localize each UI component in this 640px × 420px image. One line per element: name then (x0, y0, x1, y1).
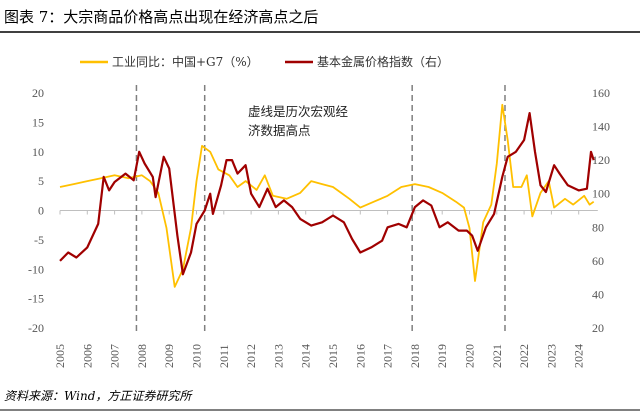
y-right-tick-label: 100 (592, 187, 610, 201)
x-tick-label: 2021 (490, 344, 504, 368)
annotation-line-1: 虚线是历次宏观经 (248, 104, 349, 119)
y-left-tick-label: -15 (28, 292, 44, 306)
y-left-tick-label: 15 (32, 115, 44, 129)
x-tick-label: 2008 (135, 344, 149, 368)
y-right-tick-label: 20 (592, 321, 604, 335)
x-tick-label: 2005 (53, 344, 67, 368)
source-note: 资料来源：Wind，方正证券研究所 (4, 389, 193, 403)
metal-price-index-line (59, 111, 595, 276)
y-left-tick-label: 0 (38, 204, 44, 218)
x-tick-label: 2013 (271, 344, 285, 368)
x-tick-label: 2006 (80, 344, 94, 368)
x-tick-label: 2015 (326, 344, 340, 368)
y-right-tick-label: 140 (592, 120, 610, 134)
x-tick-label: 2017 (381, 344, 395, 368)
x-tick-label: 2007 (108, 344, 122, 368)
y-right-tick-label: 120 (592, 153, 610, 167)
y-right-tick-label: 60 (592, 254, 604, 268)
legend-label-metal: 基本金属价格指数（右） (317, 54, 449, 69)
chart-title: 图表 7：大宗商品价格高点出现在经济高点之后 (4, 8, 318, 26)
y-left-tick-label: -5 (34, 233, 44, 247)
y-right-tick-label: 160 (592, 86, 610, 100)
y-right-tick-label: 80 (592, 220, 604, 234)
x-tick-label: 2014 (299, 344, 313, 368)
x-tick-label: 2010 (190, 344, 204, 368)
x-tick-label: 2019 (435, 344, 449, 368)
legend-label-ip: 工业同比：中国+G7（%） (112, 54, 259, 69)
y-left-tick-label: -10 (28, 262, 44, 276)
x-tick-label: 2018 (408, 344, 422, 368)
annotation-line-2: 济数据高点 (248, 123, 311, 138)
industrial-yoy-line (59, 103, 595, 288)
x-tick-label: 2011 (217, 344, 231, 368)
x-tick-label: 2024 (572, 344, 586, 368)
y-right-tick-label: 40 (592, 287, 604, 301)
y-left-tick-label: 5 (38, 174, 44, 188)
x-tick-label: 2016 (353, 344, 367, 368)
x-tick-label: 2020 (463, 344, 477, 368)
y-left-tick-label: 20 (32, 86, 44, 100)
y-left-tick-label: -20 (28, 321, 44, 335)
x-tick-label: 2022 (517, 344, 531, 368)
x-tick-label: 2012 (244, 344, 258, 368)
x-tick-label: 2023 (544, 344, 558, 368)
y-left-tick-label: 10 (32, 145, 44, 159)
x-tick-label: 2009 (162, 344, 176, 368)
